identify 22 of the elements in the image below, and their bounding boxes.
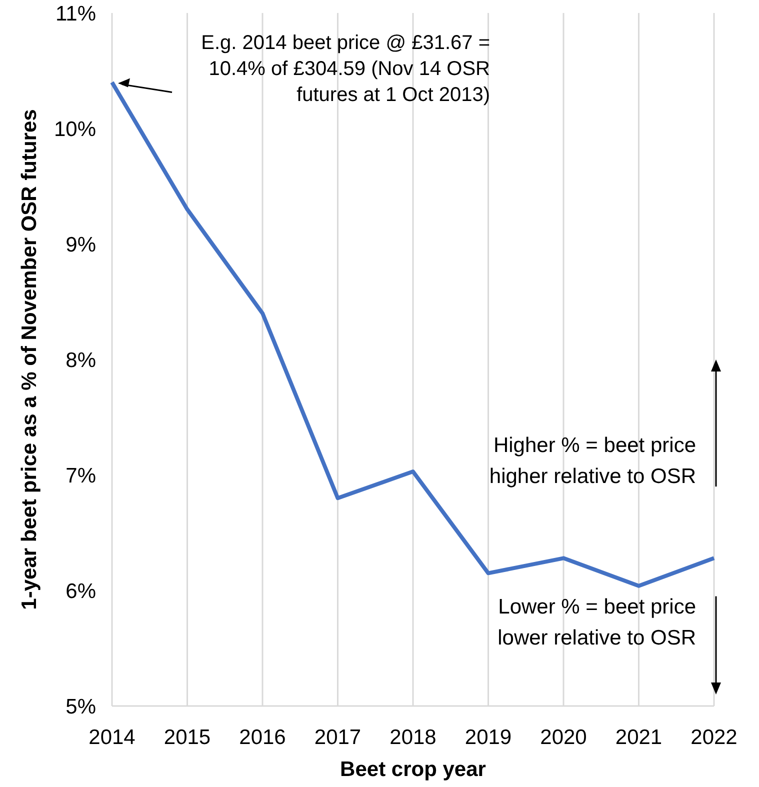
y-tick-label: 11% bbox=[56, 2, 96, 26]
y-tick-label: 7% bbox=[66, 464, 96, 488]
x-tick-label: 2016 bbox=[239, 726, 286, 749]
annotation: Lower % = beet price lower relative to OSR bbox=[498, 596, 696, 650]
x-tick-label: 2021 bbox=[615, 726, 662, 749]
annotation: Higher % = beet price higher relative to OSR bbox=[489, 434, 696, 488]
x-tick-label: 2020 bbox=[540, 726, 587, 749]
y-axis-title: 1-year beet price as a % of November OSR futures bbox=[18, 109, 41, 610]
y-tick-label: 8% bbox=[66, 348, 96, 372]
line-series bbox=[110, 80, 716, 588]
y-tick-label: 6% bbox=[66, 580, 96, 603]
x-tick-label: 2019 bbox=[464, 726, 512, 749]
y-tick-label: 5% bbox=[66, 695, 96, 718]
x-tick-label: 2014 bbox=[88, 726, 136, 749]
y-tick-label: 9% bbox=[66, 233, 96, 256]
annotation: E.g. 2014 beet price @ £31.67 = 10.4% of £304.59 (Nov 14 OSR futures at 1 Oct 2013) bbox=[201, 32, 490, 106]
x-tick-label: 2022 bbox=[690, 726, 738, 749]
x-axis-title: Beet crop year bbox=[340, 758, 486, 781]
x-tick-label: 2015 bbox=[164, 726, 211, 749]
x-tick-label: 2018 bbox=[390, 726, 436, 749]
x-tick-label: 2017 bbox=[314, 726, 362, 749]
y-tick-label: 10% bbox=[54, 118, 96, 141]
